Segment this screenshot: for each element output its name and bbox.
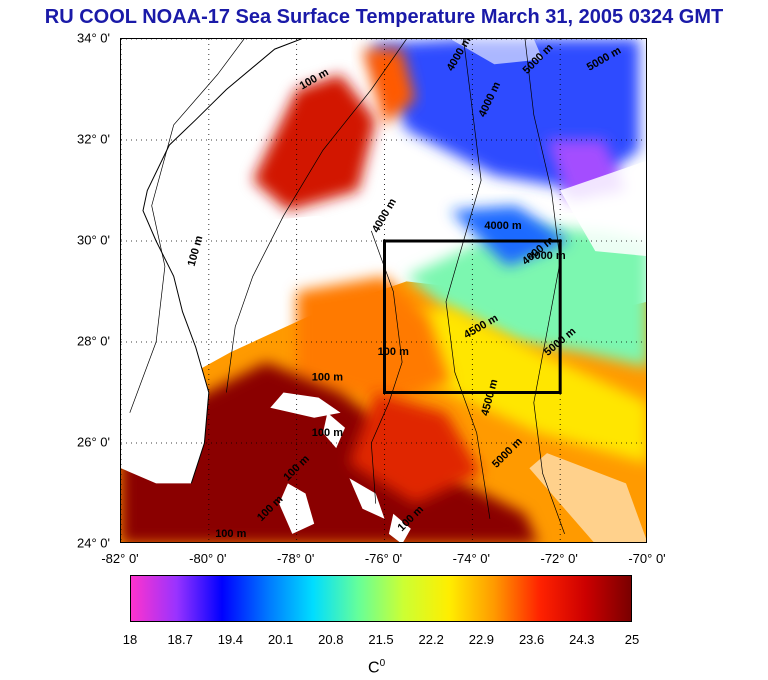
sst-map: 100 m 4000 m 4000 m 5000 m 5000 m 4000 m 4000 … xyxy=(120,38,647,543)
orange-belt-region xyxy=(296,276,451,403)
colorbar-tick-label: 23.6 xyxy=(518,632,545,647)
colorbar-tick-label: 18.7 xyxy=(167,632,193,647)
colorbar-tick-label: 20.8 xyxy=(318,632,344,647)
contour-label: 100 m xyxy=(312,427,343,439)
land-florida xyxy=(121,200,209,484)
cloud-mask-east xyxy=(560,160,646,257)
land-georgia-carolina xyxy=(121,39,302,252)
island-grand-bahama xyxy=(270,392,341,418)
contour-label: 4000 m xyxy=(528,250,566,262)
map-title: RU COOL NOAA-17 Sea Surface Temperature … xyxy=(44,6,724,28)
colorbar-tick-label: 19.4 xyxy=(217,632,244,647)
latitude-label: 24° 0' xyxy=(77,535,110,551)
colorbar-tick-label: 18 xyxy=(122,632,138,647)
island-andros xyxy=(279,483,315,534)
gulf-stream-north-region xyxy=(252,74,376,211)
island-abaco xyxy=(323,412,345,449)
cool-band-region xyxy=(406,225,646,367)
longitude-label: -78° 0' xyxy=(277,551,315,566)
colorbar-tick-label: 22.2 xyxy=(418,632,444,647)
warm-pool-region xyxy=(121,362,538,542)
colorbar-tick-label: 21.5 xyxy=(368,632,394,647)
contour-label: 4000 m xyxy=(484,220,522,232)
colorbar-tick-label: 25 xyxy=(624,632,640,647)
longitude-label: -74° 0' xyxy=(452,551,490,566)
study-area-box xyxy=(383,239,562,394)
colorbar-tick-label: 24.3 xyxy=(569,632,595,647)
latitude-label: 34° 0' xyxy=(77,30,110,46)
longitude-label: -76° 0' xyxy=(364,551,403,566)
cold-eddy-region xyxy=(450,205,569,267)
island-eleuthera xyxy=(349,478,385,519)
cloud-mask-southeast xyxy=(529,453,646,542)
longitude-label: -72° 0' xyxy=(540,551,578,566)
colorbar-tick-label: 20.1 xyxy=(267,632,294,647)
red-tongue-region xyxy=(349,392,482,504)
longitude-label: -82° 0' xyxy=(101,551,139,566)
colorbar-tick-label: 22.9 xyxy=(468,632,495,647)
contour-label: 100 m xyxy=(312,371,343,383)
warm-filament-region xyxy=(362,49,416,125)
longitude-label: -70° 0' xyxy=(628,551,666,566)
isobath-5000m xyxy=(524,39,565,535)
latitude-label: 32° 0' xyxy=(77,131,110,147)
isobath-bahamas-east xyxy=(370,230,403,504)
contour-label: 100 m xyxy=(378,346,409,358)
contour-label: 100 m xyxy=(215,528,246,540)
temperature-colorbar xyxy=(130,575,632,622)
isobath-4500m xyxy=(445,39,491,519)
latitude-label: 26° 0' xyxy=(77,434,110,450)
cloud-mask-north xyxy=(450,39,543,65)
isobath-deep-slope xyxy=(226,39,407,393)
longitude-label: -80° 0' xyxy=(189,551,227,566)
latitude-label: 30° 0' xyxy=(77,232,110,248)
island-cat xyxy=(388,513,411,542)
latitude-label: 28° 0' xyxy=(77,333,110,349)
colorbar-unit-label: C0 xyxy=(368,658,386,677)
florida-coastline xyxy=(142,39,302,484)
